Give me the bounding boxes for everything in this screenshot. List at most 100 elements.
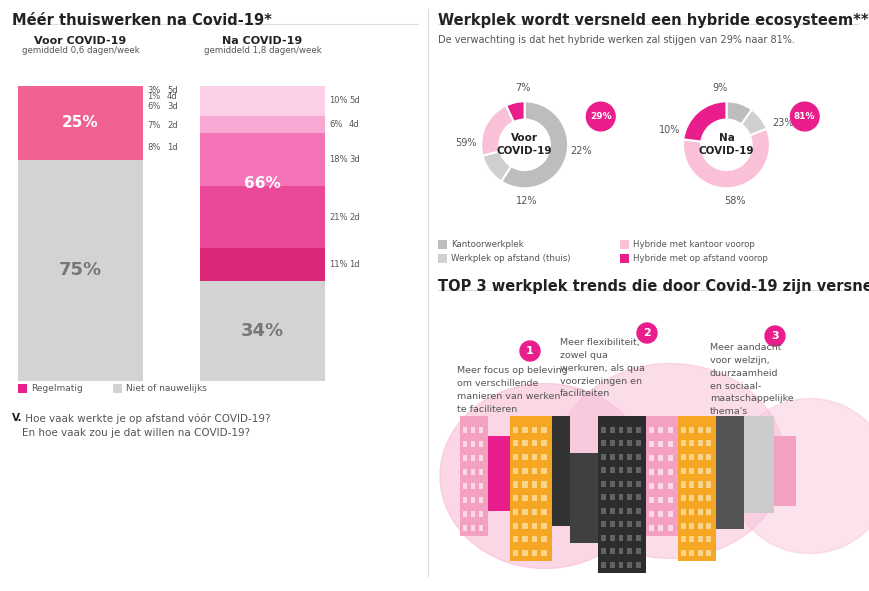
Wedge shape [726,101,751,124]
Bar [479,483,482,489]
Text: 12%: 12% [515,196,537,206]
Bar [635,521,640,527]
Bar [706,509,710,515]
Bar [680,440,685,446]
Bar [470,483,474,489]
Text: gemiddeld 1,8 dagen/week: gemiddeld 1,8 dagen/week [203,46,321,55]
Text: V.: V. [12,413,23,423]
Bar [618,508,622,514]
Bar [551,416,569,526]
Bar [689,454,693,460]
Bar [113,384,122,393]
Text: Kantoorwerkplek: Kantoorwerkplek [450,240,523,249]
Bar [689,522,693,528]
Bar [609,454,614,460]
Bar [689,550,693,556]
Bar [200,248,325,281]
Bar [743,416,773,513]
Bar [635,562,640,568]
Text: Niet of nauwelijks: Niet of nauwelijks [126,384,207,393]
Bar [541,522,546,528]
Wedge shape [481,105,514,155]
Text: 7%: 7% [514,83,529,93]
Bar [697,522,702,528]
Bar [470,455,474,461]
Bar [609,548,614,554]
Bar [618,467,622,473]
Bar [531,427,536,433]
Bar [635,480,640,487]
Bar [620,240,628,249]
Bar [522,454,527,460]
Bar [697,454,702,460]
Bar [646,416,677,536]
Bar [200,86,325,115]
Bar [680,482,685,488]
Bar [609,508,614,514]
Bar [479,525,482,531]
Bar [470,525,474,531]
Bar [609,467,614,473]
Bar [600,454,605,460]
Bar [531,440,536,446]
Bar [531,454,536,460]
Bar [627,454,632,460]
Bar [513,550,518,556]
Bar [706,536,710,543]
Bar [522,467,527,474]
Text: Hoe vaak werkte je op afstand vóór COVID-19?
En hoe vaak zou je dat willen na CO: Hoe vaak werkte je op afstand vóór COVID… [22,413,270,439]
Text: 2d: 2d [167,121,177,131]
Text: De verwachting is dat het hybride werken zal stijgen van 29% naar 81%.: De verwachting is dat het hybride werken… [437,35,794,45]
Bar [488,436,509,511]
Bar [697,482,702,488]
Text: gemiddeld 0,6 dagen/week: gemiddeld 0,6 dagen/week [22,46,139,55]
Bar [658,497,662,503]
Bar [513,509,518,515]
Circle shape [789,102,819,131]
Bar [541,482,546,488]
Bar [635,454,640,460]
Bar [18,160,143,381]
Bar [618,454,622,460]
Bar [667,441,672,447]
Bar [689,509,693,515]
Text: Regelmatig: Regelmatig [31,384,83,393]
Bar [689,440,693,446]
Bar [627,467,632,473]
Bar [609,440,614,446]
Bar [18,86,143,160]
Bar [635,467,640,473]
Bar [658,483,662,489]
Text: 29%: 29% [589,112,611,121]
Bar [541,495,546,501]
Text: 18%: 18% [328,155,348,164]
Bar [513,454,518,460]
Bar [479,455,482,461]
Circle shape [520,341,540,361]
Bar [627,508,632,514]
Bar [460,416,488,536]
Bar [522,509,527,515]
Text: 1%: 1% [147,92,160,101]
Bar [689,482,693,488]
Bar [541,467,546,474]
Bar [609,562,614,568]
Bar [600,480,605,487]
Bar [600,521,605,527]
Circle shape [636,323,656,343]
Bar [706,454,710,460]
Bar [697,467,702,474]
Bar [618,535,622,541]
Bar [706,427,710,433]
Text: Meer aandacht
voor welzijn,
duurzaamheid
en sociaal-
maatschappelijke
thema's: Meer aandacht voor welzijn, duurzaamheid… [709,343,793,416]
Bar [200,281,325,381]
Bar [618,562,622,568]
Bar [680,550,685,556]
Ellipse shape [729,398,869,554]
Bar [541,536,546,543]
Text: 34%: 34% [241,322,284,340]
Text: 2: 2 [642,328,650,338]
Bar [600,494,605,500]
Text: 8%: 8% [147,144,160,152]
Text: 1: 1 [526,346,534,356]
